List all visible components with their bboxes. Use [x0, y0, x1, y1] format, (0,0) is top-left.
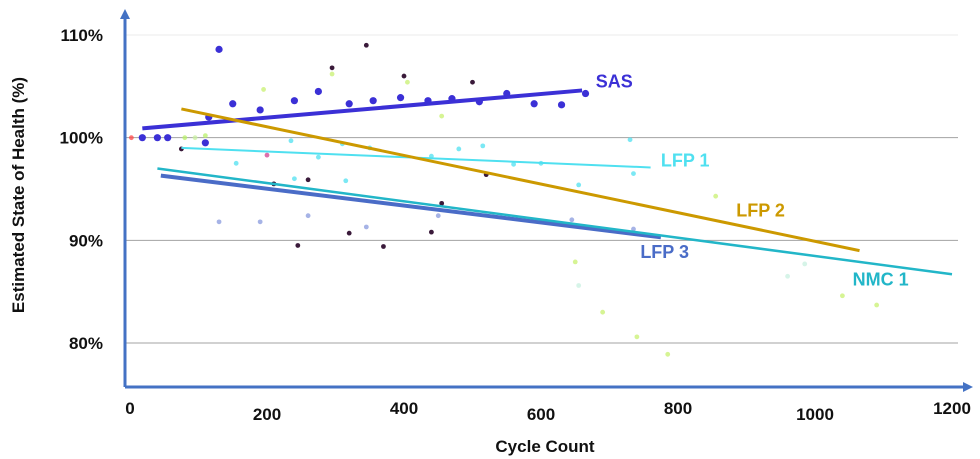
x-tick-label: 200 — [253, 405, 281, 424]
data-point — [572, 259, 578, 265]
data-point — [233, 160, 239, 166]
trend-lines — [142, 88, 953, 276]
data-point — [256, 106, 264, 114]
data-point — [439, 200, 445, 206]
data-points — [128, 42, 880, 357]
data-point — [631, 226, 636, 232]
y-tick-label: 80% — [69, 334, 103, 353]
series-label-sas: SAS — [596, 71, 633, 91]
x-tick-label: 600 — [527, 405, 555, 424]
data-point — [439, 113, 445, 119]
data-point — [288, 138, 294, 144]
data-point — [600, 309, 606, 315]
data-point — [305, 177, 311, 183]
data-point — [229, 100, 237, 108]
data-point — [401, 73, 407, 79]
data-point — [201, 139, 209, 147]
x-tick-label: 400 — [390, 399, 418, 418]
data-point — [369, 97, 377, 105]
data-point — [292, 176, 297, 182]
data-point — [295, 243, 301, 248]
data-point — [329, 71, 335, 77]
data-point — [257, 219, 263, 225]
data-point — [305, 213, 311, 219]
data-point — [511, 161, 516, 167]
data-point — [164, 134, 172, 142]
data-point — [202, 133, 208, 139]
data-point — [396, 94, 405, 102]
trend-line-sas — [142, 88, 583, 131]
y-tick-label: 100% — [60, 129, 103, 148]
data-point — [576, 283, 582, 288]
data-point — [634, 334, 640, 340]
data-point — [874, 302, 880, 308]
data-point — [802, 261, 808, 267]
data-point — [315, 154, 321, 160]
x-axis-title: Cycle Count — [495, 437, 595, 456]
data-point — [345, 100, 353, 108]
y-axis-title: Estimated State of Health (%) — [9, 77, 28, 313]
data-point — [314, 87, 322, 96]
data-point — [192, 135, 198, 141]
data-point — [581, 89, 590, 98]
y-tick-label: 90% — [69, 231, 103, 250]
data-point — [530, 100, 538, 108]
data-point — [329, 65, 335, 71]
data-point — [138, 134, 146, 142]
data-point — [290, 97, 298, 105]
series-labels: SAS LFP 1 LFP 2 LFP 3 NMC 1 — [596, 71, 909, 289]
x-tick-label: 0 — [125, 399, 134, 418]
data-point — [785, 273, 790, 279]
series-label-nmc-1: NMC 1 — [853, 270, 909, 290]
trend-line-nmc-1 — [157, 167, 953, 276]
trend-line-lfp-3 — [160, 173, 662, 240]
data-point — [557, 101, 566, 109]
data-point — [182, 135, 188, 141]
x-tick-label: 1000 — [796, 405, 834, 424]
tick-labels: 80% 90% 100% 110% 0 200 400 600 800 1000 1200 — [60, 26, 971, 424]
data-point — [665, 351, 671, 357]
data-point — [264, 152, 270, 158]
data-point — [713, 193, 719, 199]
data-point — [456, 146, 462, 152]
data-point — [480, 143, 486, 149]
data-point — [631, 171, 636, 177]
data-point — [215, 45, 223, 53]
data-point — [840, 293, 845, 299]
data-point — [346, 230, 352, 236]
x-tick-label: 1200 — [933, 399, 971, 418]
gridlines — [125, 34, 958, 344]
series-label-lfp-1: LFP 1 — [661, 150, 710, 170]
data-point — [429, 229, 434, 235]
series-label-lfp-2: LFP 2 — [736, 201, 785, 221]
axes — [120, 9, 973, 392]
y-tick-label: 110% — [60, 26, 103, 45]
data-point — [363, 224, 369, 230]
data-point — [627, 137, 633, 143]
series-label-lfp-3: LFP 3 — [640, 242, 689, 262]
data-point — [363, 42, 369, 48]
data-point — [576, 182, 582, 188]
data-point — [405, 79, 410, 85]
data-point — [569, 217, 575, 223]
data-point — [261, 87, 266, 92]
data-point — [470, 79, 475, 85]
data-point — [343, 178, 349, 184]
data-point — [153, 134, 161, 142]
data-point — [435, 213, 441, 219]
x-tick-label: 800 — [664, 399, 692, 418]
data-point — [216, 219, 222, 225]
data-point — [381, 244, 386, 249]
trend-line-lfp-2 — [181, 107, 860, 253]
data-point — [128, 135, 134, 141]
